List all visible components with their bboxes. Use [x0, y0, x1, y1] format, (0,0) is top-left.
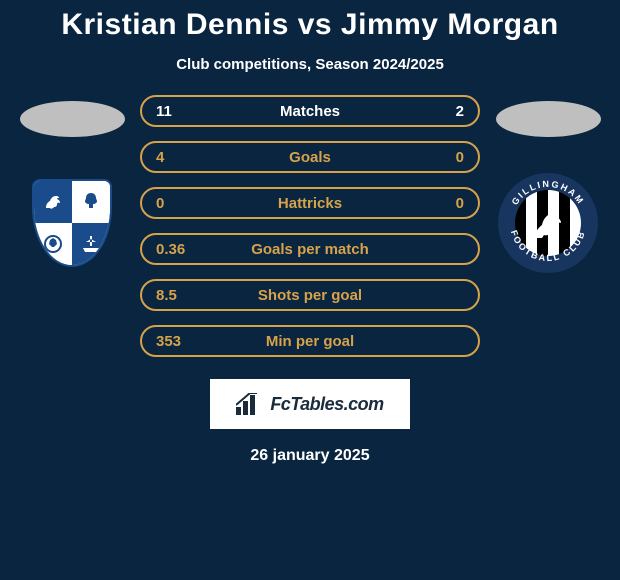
stat-left-value: 0: [156, 195, 164, 212]
shield-lion-icon: [34, 181, 72, 223]
watermark: FcTables.com: [210, 379, 410, 429]
tranmere-shield: [32, 179, 112, 267]
gillingham-ring: GILLINGHAM FOOTBALL CLUB: [498, 173, 598, 273]
stat-right-value: 0: [456, 195, 464, 212]
stat-left-value: 11: [156, 103, 172, 120]
stat-label: Hattricks: [142, 195, 478, 212]
stat-row-matches: 11 Matches 2: [140, 95, 480, 127]
gillingham-ring-text: GILLINGHAM FOOTBALL CLUB: [498, 173, 598, 273]
stat-label: Shots per goal: [142, 287, 478, 304]
stats-column: 11 Matches 2 4 Goals 0 0 Hattricks 0 0.3…: [132, 95, 488, 357]
date-text: 26 january 2025: [250, 447, 369, 465]
main-row: 11 Matches 2 4 Goals 0 0 Hattricks 0 0.3…: [0, 95, 620, 357]
stat-left-value: 353: [156, 333, 181, 350]
player-left-column: [12, 95, 132, 273]
stat-row-hattricks: 0 Hattricks 0: [140, 187, 480, 219]
comparison-card: Kristian Dennis vs Jimmy Morgan Club com…: [0, 0, 620, 580]
player-right-column: GILLINGHAM FOOTBALL CLUB: [488, 95, 608, 273]
stat-label: Goals per match: [142, 241, 478, 258]
stat-left-value: 0.36: [156, 241, 185, 258]
player-right-photo-placeholder: [496, 101, 601, 137]
stat-row-goals: 4 Goals 0: [140, 141, 480, 173]
shield-tree-icon: [72, 181, 110, 223]
stat-left-value: 8.5: [156, 287, 177, 304]
page-title: Kristian Dennis vs Jimmy Morgan: [61, 8, 558, 42]
stat-row-min-per-goal: 353 Min per goal: [140, 325, 480, 357]
stat-right-value: 2: [456, 103, 464, 120]
gillingham-badge: GILLINGHAM FOOTBALL CLUB: [498, 173, 598, 273]
stat-row-shots-per-goal: 8.5 Shots per goal: [140, 279, 480, 311]
stat-left-value: 4: [156, 149, 164, 166]
fctables-logo-icon: [236, 393, 262, 415]
stat-label: Min per goal: [142, 333, 478, 350]
watermark-text: FcTables.com: [270, 394, 383, 415]
shield-ball-icon: [34, 223, 72, 265]
page-subtitle: Club competitions, Season 2024/2025: [176, 56, 444, 73]
player-left-photo-placeholder: [20, 101, 125, 137]
shield-ship-icon: [72, 223, 110, 265]
stat-label: Goals: [142, 149, 478, 166]
stat-row-goals-per-match: 0.36 Goals per match: [140, 233, 480, 265]
svg-text:FOOTBALL CLUB: FOOTBALL CLUB: [509, 229, 587, 263]
stat-right-value: 0: [456, 149, 464, 166]
tranmere-badge: [22, 173, 122, 273]
stat-label: Matches: [142, 103, 478, 120]
svg-text:GILLINGHAM: GILLINGHAM: [510, 179, 587, 207]
